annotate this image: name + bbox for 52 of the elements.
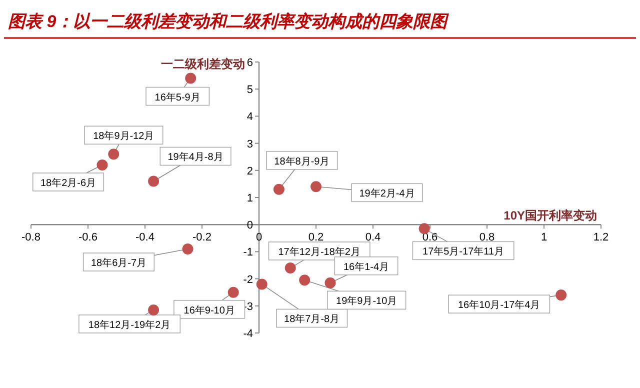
data-label: 18年7月-8月	[284, 313, 340, 326]
x-tick-label: 0.4	[365, 232, 381, 244]
y-tick-label: 2	[246, 165, 253, 178]
x-tick-label: -0.8	[22, 232, 40, 244]
data-label: 18年8月-9月	[274, 155, 330, 168]
y-tick-label: 5	[246, 84, 253, 96]
x-tick-label: -0.2	[192, 232, 212, 244]
data-label: 17年5月-17年11月	[422, 246, 504, 258]
point	[324, 277, 336, 288]
point	[108, 148, 120, 160]
chart-title: 图表 9：以一二级利差变动和二级利率变动构成的四象限图	[8, 12, 450, 31]
y-tick-label: 4	[246, 111, 253, 124]
point	[310, 181, 322, 192]
x-tick-label: 1	[540, 232, 548, 244]
y-tick-label: -4	[243, 328, 253, 340]
data-label: 19年2月-4月	[359, 188, 415, 200]
point	[228, 286, 239, 298]
point	[96, 159, 108, 170]
x-axis-title: 10Y国开利率变动	[504, 208, 597, 223]
data-label: 18年9月-12月	[93, 130, 154, 142]
x-tick-label: -0.6	[78, 232, 98, 244]
data-label: 16年1-4月	[343, 260, 390, 273]
x-tick-label: 1.2	[593, 232, 609, 244]
y-tick-label: 0	[246, 220, 253, 232]
x-tick-label: 0	[256, 232, 262, 244]
data-label: 18年2月-6月	[40, 176, 96, 189]
y-tick-label: 6	[246, 57, 253, 69]
point	[556, 290, 567, 301]
point	[299, 274, 310, 286]
data-label: 17年12月-18年2月	[278, 246, 360, 258]
point	[273, 184, 284, 195]
point	[148, 176, 160, 187]
point	[148, 304, 160, 316]
data-label: 19年9月-10月	[336, 295, 398, 308]
y-tick-label: -1	[243, 246, 253, 259]
point	[182, 243, 194, 254]
y-tick-label: 3	[246, 138, 253, 150]
point	[284, 262, 296, 274]
data-label: 19年4月-8月	[168, 151, 224, 164]
point	[256, 278, 268, 290]
data-label: 16年5-9月	[154, 91, 200, 104]
y-axis-title: 一二级利差变动	[161, 57, 245, 71]
y-tick-label: -2	[243, 274, 253, 286]
x-tick-label: -0.4	[136, 232, 154, 244]
data-label: 16年9-10月	[184, 304, 235, 316]
x-tick-label: 0.8	[479, 232, 495, 244]
point	[185, 72, 196, 84]
x-tick-label: 0.2	[308, 232, 324, 244]
y-tick-label: 1	[246, 192, 253, 204]
data-label: 18年6月-7月	[90, 256, 147, 269]
data-label: 18年12月-19年2月	[88, 318, 171, 331]
data-label: 16年10月-17年4月	[458, 299, 540, 312]
